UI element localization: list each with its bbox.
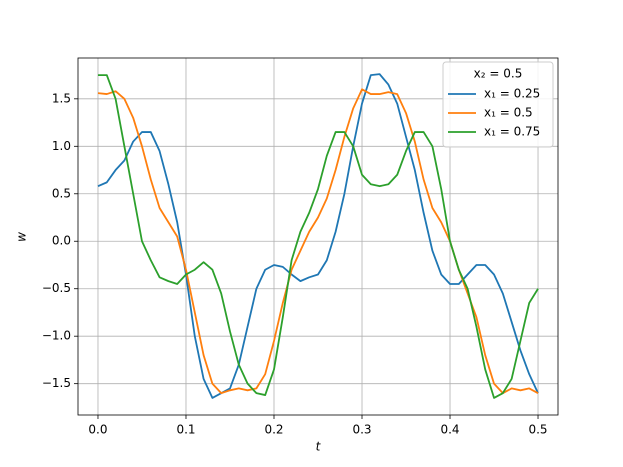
- y-tick-label: 0.5: [52, 186, 71, 200]
- y-axis-label: w: [15, 232, 29, 242]
- x-tick-label: 0.0: [88, 423, 107, 437]
- y-tick-label: 1.5: [52, 91, 71, 105]
- line-series: [97, 73, 539, 399]
- legend-label: x₁ = 0.5: [484, 106, 533, 120]
- legend: x₂ = 0.5 x₁ = 0.25 x₁ = 0.5 x₁ = 0.75: [442, 61, 554, 148]
- y-tick-label: −0.5: [42, 281, 71, 295]
- y-tick-label: −1.5: [42, 376, 71, 390]
- line-series: [97, 88, 539, 395]
- line-series: [97, 74, 539, 399]
- legend-title: x₂ = 0.5: [474, 67, 523, 81]
- legend-label: x₁ = 0.75: [484, 125, 540, 139]
- y-tick-label: −1.0: [42, 329, 71, 343]
- x-tick-label: 0.4: [440, 423, 459, 437]
- y-tick-label: 1.0: [52, 139, 71, 153]
- x-tick-label: 0.5: [528, 423, 547, 437]
- x-axis-label: t: [316, 440, 322, 454]
- x-tick-label: 0.1: [176, 423, 195, 437]
- legend-box: [442, 61, 554, 148]
- x-tick-label: 0.2: [264, 423, 283, 437]
- x-tick-label: 0.3: [352, 423, 371, 437]
- y-tick-label: 0.0: [52, 234, 71, 248]
- plot-frame: [77, 57, 559, 416]
- legend-label: x₁ = 0.25: [484, 87, 540, 101]
